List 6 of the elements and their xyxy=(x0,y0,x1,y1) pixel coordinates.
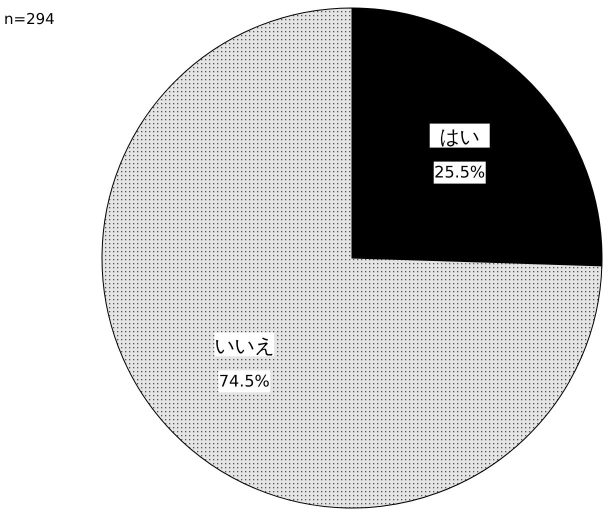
data-label: 25.5% xyxy=(434,162,486,182)
text: n=294 xyxy=(4,10,55,28)
slice-label: いいえ xyxy=(214,333,274,358)
slice-label: はい xyxy=(440,124,480,149)
pie-slice xyxy=(102,8,602,508)
data-label: 74.5% xyxy=(218,371,270,390)
